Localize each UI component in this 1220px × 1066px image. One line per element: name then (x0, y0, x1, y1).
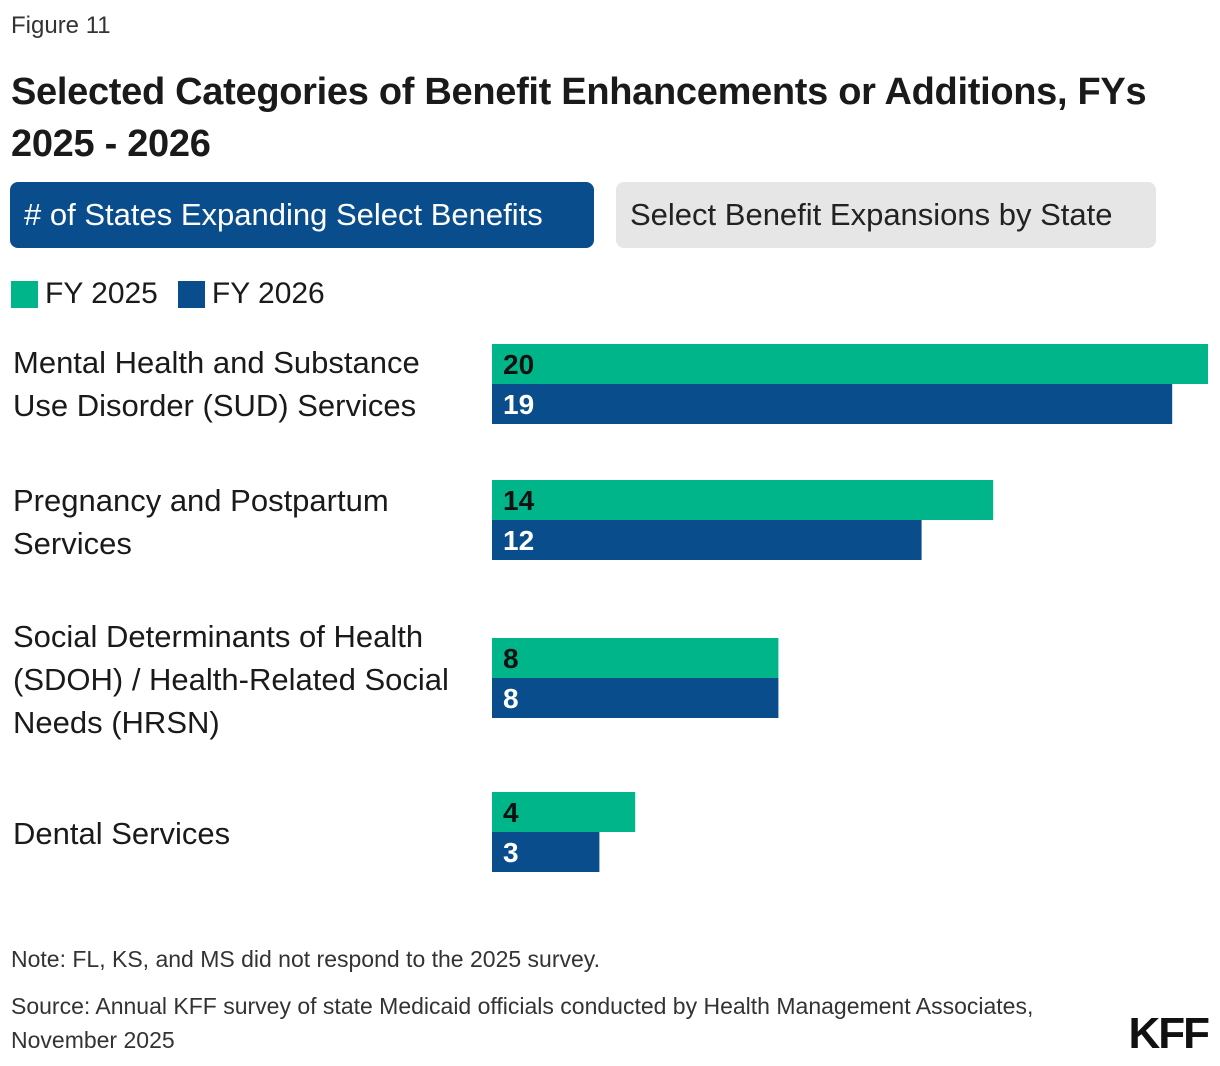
bar-fy-2026-cat-1 (492, 520, 922, 560)
bar-fy-2025-cat-3 (492, 792, 636, 832)
tab-states-expanding-benefits[interactable]: # of States Expanding Select Benefits (10, 182, 594, 248)
category-label-mental-health: Mental Health and Substance Use Disorder… (13, 345, 420, 423)
legend-swatch-fy2026 (177, 280, 205, 308)
bar-fy-2025-cat-1 (492, 480, 994, 520)
tab-benefit-expansions-by-state[interactable]: Select Benefit Expansions by State (616, 182, 1156, 248)
data-label-fy-2025-cat-0: 20 (503, 349, 534, 380)
data-label-fy-2025-cat-2: 8 (503, 643, 519, 674)
data-label-fy-2025-cat-1: 14 (503, 485, 535, 516)
data-label-fy-2025-cat-3: 4 (503, 797, 519, 828)
legend-item-fy2025: FY 2025 (11, 277, 158, 311)
bar-fy-2026-cat-3 (492, 832, 600, 872)
category-label-pregnancy: Pregnancy and Postpartum Services (13, 483, 389, 561)
data-label-fy-2026-cat-0: 19 (503, 389, 534, 420)
bar-fy-2026-cat-2 (492, 678, 779, 718)
chart-note: Note: FL, KS, and MS did not respond to … (11, 946, 600, 972)
bar-fy-2025-cat-0 (492, 344, 1208, 384)
chart-source: Source: Annual KFF survey of state Medic… (11, 993, 1034, 1053)
bar-fy-2026-cat-0 (492, 384, 1173, 424)
data-label-fy-2026-cat-3: 3 (503, 837, 519, 868)
data-label-fy-2026-cat-2: 8 (503, 683, 519, 714)
bar-fy-2025-cat-2 (492, 638, 779, 678)
chart-title: Selected Categories of Benefit Enhanceme… (11, 71, 1147, 165)
category-label-dental: Dental Services (13, 816, 231, 851)
legend-item-fy2026: FY 2026 (177, 277, 325, 311)
figure-label: Figure 11 (11, 12, 111, 39)
data-label-fy-2026-cat-1: 12 (503, 525, 534, 556)
legend-swatch-fy2025 (11, 280, 38, 308)
kff-logo: KFF (1128, 1009, 1210, 1058)
legend-label-fy2026: FY 2026 (211, 277, 325, 310)
legend-label-fy2025: FY 2025 (45, 277, 158, 310)
category-label-sdoh: Social Determinants of Health (SDOH) / H… (13, 619, 449, 740)
chart-legend: FY 2025 FY 2026 (11, 276, 345, 312)
